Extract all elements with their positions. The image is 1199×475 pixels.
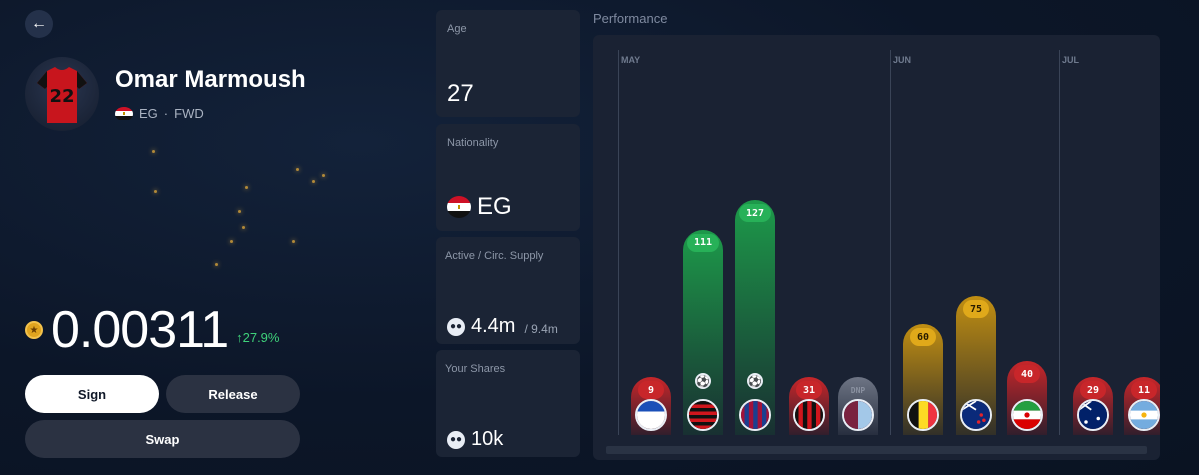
opponent-flag-icon (793, 399, 825, 431)
score-badge: 31 (796, 381, 822, 399)
egypt-flag-icon (115, 106, 133, 121)
opponent-flag-icon (907, 399, 939, 431)
sign-button[interactable]: Sign (25, 375, 159, 413)
soccer-ball-icon: ⚽ (747, 373, 763, 389)
back-button[interactable]: ← (25, 10, 53, 38)
particle (296, 168, 299, 171)
nationality-value: EG (477, 193, 512, 220)
jersey-icon: 22 (37, 67, 87, 123)
opponent-flag-icon (842, 399, 874, 431)
particle (215, 263, 218, 266)
particle (238, 210, 241, 213)
shares-value: 10k (471, 428, 504, 450)
supply-label: Active / Circ. Supply (445, 250, 544, 262)
age-card: Age 27 (436, 10, 580, 117)
avatar: 22 (25, 57, 99, 131)
release-button[interactable]: Release (166, 375, 300, 413)
chart-title: Performance (593, 11, 668, 26)
score-badge: 75 (963, 300, 989, 319)
particle (242, 226, 245, 229)
egypt-flag-icon (447, 196, 471, 218)
country-code: EG (139, 106, 158, 121)
particle (322, 174, 325, 177)
particle (312, 180, 315, 183)
month-label-may: MAY (621, 55, 641, 65)
swap-button[interactable]: Swap (25, 420, 300, 458)
player-name: Omar Marmoush (115, 66, 306, 93)
chart-scrollbar[interactable] (606, 446, 1147, 454)
arrow-left-icon: ← (31, 15, 47, 32)
price-row: ★ 0.00311 ↑27.9% (25, 300, 279, 360)
shares-card: Your Shares ●● 10k (436, 350, 580, 457)
price-value: 0.00311 (51, 301, 229, 359)
score-badge: 40 (1014, 365, 1040, 383)
score-badge: 111 (687, 233, 719, 252)
month-divider (618, 50, 619, 435)
shares-label: Your Shares (445, 363, 506, 375)
age-label: Age (447, 23, 467, 35)
users-icon: ●● (447, 430, 465, 449)
player-position: FWD (174, 106, 204, 121)
nationality-card: Nationality EG (436, 124, 580, 231)
score-badge: 29 (1080, 381, 1106, 399)
score-badge: 127 (739, 204, 771, 223)
performance-bar[interactable] (735, 200, 775, 435)
opponent-flag-icon (960, 399, 992, 431)
opponent-flag-icon (1128, 399, 1160, 431)
users-icon: ●● (447, 317, 465, 336)
opponent-flag-icon (1077, 399, 1109, 431)
opponent-flag-icon (635, 399, 667, 431)
score-badge: 11 (1131, 381, 1157, 399)
month-label-jul: JUL (1062, 55, 1080, 65)
coin-icon: ★ (25, 321, 43, 339)
shares-value-row: ●● 10k (447, 428, 503, 451)
nationality-value-row: EG (447, 193, 512, 221)
particle (154, 190, 157, 193)
particle (292, 240, 295, 243)
month-divider (1059, 50, 1060, 435)
particle (152, 150, 155, 153)
score-badge: 9 (638, 381, 664, 399)
month-divider (890, 50, 891, 435)
circ-supply: / 9.4m (524, 321, 558, 336)
particle (230, 240, 233, 243)
age-value: 27 (447, 80, 474, 107)
score-badge: 60 (910, 328, 936, 346)
opponent-flag-icon (739, 399, 771, 431)
price-change: ↑27.9% (236, 329, 280, 345)
opponent-flag-icon (1011, 399, 1043, 431)
supply-card: Active / Circ. Supply ●● 4.4m / 9.4m (436, 237, 580, 344)
svg-text:22: 22 (49, 86, 74, 107)
meta-separator: · (163, 106, 169, 121)
player-meta: EG · FWD (115, 106, 204, 121)
supply-value-row: ●● 4.4m / 9.4m (447, 315, 558, 338)
opponent-flag-icon (687, 399, 719, 431)
active-supply: 4.4m (471, 315, 516, 337)
score-badge: DNP (850, 385, 866, 395)
performance-chart[interactable]: MAY JUN JUL 9 111 ⚽ 127 ⚽ 31 DNP 60 75 40 29 11 (593, 35, 1160, 460)
month-label-jun: JUN (893, 55, 912, 65)
soccer-ball-icon: ⚽ (695, 373, 711, 389)
nationality-label: Nationality (447, 137, 499, 149)
particle (245, 186, 248, 189)
